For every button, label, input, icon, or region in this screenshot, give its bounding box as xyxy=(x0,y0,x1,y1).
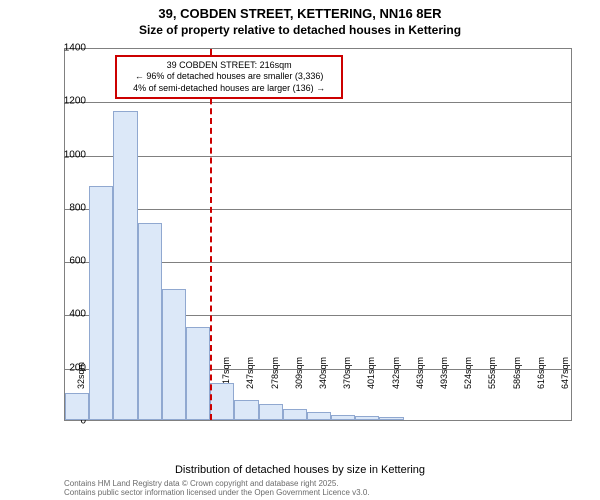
annotation-box: 39 COBDEN STREET: 216sqm ← 96% of detach… xyxy=(115,55,343,99)
histogram-bar xyxy=(65,393,89,420)
annotation-line-1: 39 COBDEN STREET: 216sqm xyxy=(122,60,336,71)
chart-title-block: 39, COBDEN STREET, KETTERING, NN16 8ER S… xyxy=(0,0,600,37)
footer-line-1: Contains HM Land Registry data © Crown c… xyxy=(64,479,370,489)
histogram-bar xyxy=(138,223,162,420)
annotation-line-2: ← 96% of detached houses are smaller (3,… xyxy=(122,71,336,82)
histogram-bar xyxy=(162,289,186,420)
footer-attribution: Contains HM Land Registry data © Crown c… xyxy=(64,479,370,498)
histogram-bar xyxy=(113,111,137,420)
histogram-bar xyxy=(331,415,355,420)
chart-title: 39, COBDEN STREET, KETTERING, NN16 8ER xyxy=(0,6,600,21)
footer-line-2: Contains public sector information licen… xyxy=(64,488,370,498)
histogram-bar xyxy=(355,416,379,420)
plot-area: 39 COBDEN STREET: 216sqm ← 96% of detach… xyxy=(64,48,572,421)
reference-line xyxy=(210,49,212,420)
histogram-bar xyxy=(234,400,258,420)
x-axis-label: Distribution of detached houses by size … xyxy=(0,464,600,476)
histogram-bar xyxy=(186,327,210,420)
chart-subtitle: Size of property relative to detached ho… xyxy=(0,23,600,37)
histogram-bar xyxy=(259,404,283,420)
annotation-line-3: 4% of semi-detached houses are larger (1… xyxy=(122,83,336,94)
bars-layer xyxy=(65,49,571,420)
histogram-bar xyxy=(89,186,113,420)
histogram-bar xyxy=(307,412,331,420)
histogram-bar xyxy=(210,383,234,420)
histogram-bar xyxy=(379,417,403,420)
histogram-bar xyxy=(283,409,307,420)
